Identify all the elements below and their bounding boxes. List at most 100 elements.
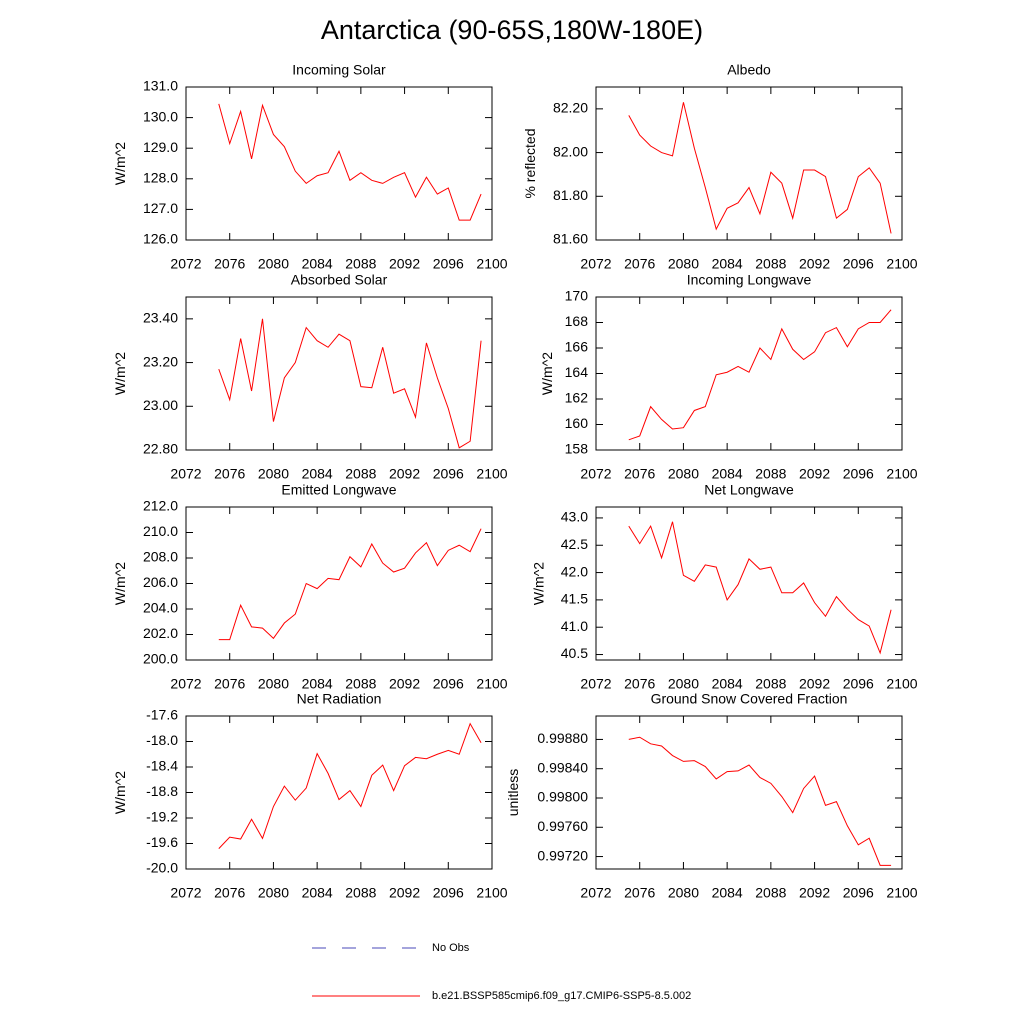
x-tick-label: 2092 [389, 256, 420, 272]
y-tick-label: 0.99880 [537, 730, 588, 746]
plot-frame [595, 86, 903, 241]
y-tick-label: 160 [565, 415, 589, 431]
y-tick-label: 0.99760 [537, 818, 588, 834]
y-tick-label: 41.0 [561, 618, 588, 634]
x-tick-label: 2076 [624, 256, 655, 272]
y-tick-label: 127.0 [143, 200, 178, 216]
x-tick-label: 2076 [214, 256, 245, 272]
y-tick-label: 210.0 [143, 523, 178, 539]
x-tick-label: 2080 [668, 256, 699, 272]
legend-label: No Obs [432, 942, 470, 954]
x-tick-label: 2080 [258, 256, 289, 272]
y-tick-label: 126.0 [143, 231, 178, 247]
page-title: Antarctica (90-65S,180W-180E) [321, 15, 703, 45]
x-tick-label: 2096 [433, 466, 464, 482]
x-tick-label: 2084 [302, 676, 333, 692]
y-tick-label: 131.0 [143, 78, 178, 94]
x-tick-label: 2100 [886, 885, 917, 901]
data-line [628, 309, 892, 441]
y-axis-label: W/m^2 [112, 142, 128, 185]
panel-title: Ground Snow Covered Fraction [651, 691, 848, 707]
x-tick-label: 2080 [668, 885, 699, 901]
x-tick-label: 2092 [799, 256, 830, 272]
x-tick-label: 2100 [476, 885, 507, 901]
plot-frame [595, 506, 903, 661]
x-tick-label: 2080 [668, 676, 699, 692]
x-tick-label: 2076 [624, 466, 655, 482]
data-line [628, 736, 892, 866]
y-tick-label: 130.0 [143, 108, 178, 124]
x-tick-label: 2088 [755, 466, 786, 482]
plot-frame [185, 86, 493, 241]
x-tick-label: 2088 [755, 885, 786, 901]
panel-title: Absorbed Solar [291, 272, 388, 288]
y-tick-label: -19.2 [146, 809, 178, 825]
y-axis-label: % reflected [522, 128, 538, 198]
x-tick-label: 2084 [712, 676, 743, 692]
x-tick-label: 2072 [170, 885, 201, 901]
plot-frame [595, 715, 903, 870]
x-tick-label: 2088 [755, 256, 786, 272]
y-axis-label: unitless [505, 769, 521, 816]
data-line [218, 528, 482, 641]
y-tick-label: -18.4 [146, 758, 178, 774]
x-tick-label: 2088 [345, 466, 376, 482]
x-tick-label: 2072 [170, 466, 201, 482]
x-tick-label: 2100 [476, 256, 507, 272]
y-tick-label: -17.6 [146, 707, 178, 723]
x-tick-label: 2076 [624, 676, 655, 692]
y-tick-label: 23.20 [143, 353, 178, 369]
panel-title: Incoming Longwave [687, 272, 812, 288]
panel-title: Albedo [727, 62, 771, 78]
y-axis-label: W/m^2 [112, 562, 128, 605]
y-tick-label: -18.0 [146, 732, 178, 748]
x-tick-label: 2100 [476, 466, 507, 482]
x-tick-label: 2096 [843, 885, 874, 901]
y-axis-label: W/m^2 [112, 352, 128, 395]
x-tick-label: 2084 [712, 885, 743, 901]
x-tick-label: 2072 [170, 256, 201, 272]
y-tick-label: 42.5 [561, 536, 588, 552]
y-axis-label: W/m^2 [531, 562, 547, 605]
x-tick-label: 2088 [345, 676, 376, 692]
x-tick-label: 2092 [799, 466, 830, 482]
x-tick-label: 2084 [302, 466, 333, 482]
x-tick-label: 2076 [624, 885, 655, 901]
x-tick-label: 2072 [580, 676, 611, 692]
y-tick-label: 81.60 [553, 231, 588, 247]
y-tick-label: 0.99800 [537, 789, 588, 805]
legend-label: b.e21.BSSP585cmip6.f09_g17.CMIP6-SSP5-8.… [432, 990, 691, 1002]
x-tick-label: 2076 [214, 676, 245, 692]
y-tick-label: 168 [565, 313, 589, 329]
x-tick-label: 2072 [580, 256, 611, 272]
plot-frame [595, 296, 903, 451]
y-tick-label: 43.0 [561, 509, 588, 525]
x-tick-label: 2100 [886, 256, 917, 272]
y-axis-label: W/m^2 [539, 352, 555, 395]
y-tick-label: -18.8 [146, 783, 178, 799]
y-tick-label: 129.0 [143, 139, 178, 155]
x-tick-label: 2092 [389, 466, 420, 482]
plot-frame [185, 715, 493, 870]
y-tick-label: 82.00 [553, 143, 588, 159]
x-tick-label: 2080 [668, 466, 699, 482]
y-tick-label: 158 [565, 441, 589, 457]
x-tick-label: 2096 [843, 466, 874, 482]
panel-title: Incoming Solar [292, 62, 386, 78]
panel-title: Net Longwave [704, 482, 794, 498]
y-tick-label: 202.0 [143, 625, 178, 641]
y-tick-label: 40.5 [561, 645, 588, 661]
x-tick-label: 2096 [433, 885, 464, 901]
y-tick-label: 162 [565, 390, 589, 406]
y-tick-label: 0.99840 [537, 759, 588, 775]
y-tick-label: 204.0 [143, 600, 178, 616]
x-tick-label: 2080 [258, 466, 289, 482]
x-tick-label: 2080 [258, 676, 289, 692]
y-tick-label: 170 [565, 288, 589, 304]
y-tick-label: 212.0 [143, 498, 178, 514]
panel-title: Net Radiation [297, 691, 382, 707]
x-tick-label: 2088 [345, 885, 376, 901]
x-tick-label: 2100 [476, 676, 507, 692]
x-tick-label: 2084 [302, 256, 333, 272]
